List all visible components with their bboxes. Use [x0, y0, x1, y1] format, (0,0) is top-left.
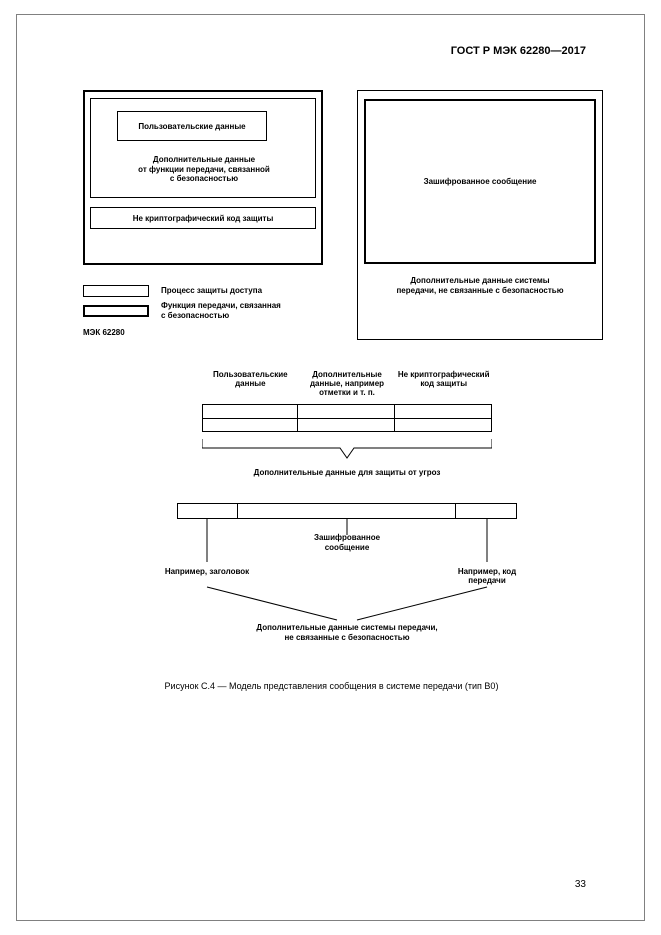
bot-bar-seg-center: [238, 504, 456, 518]
mid-header-3: Не криптографическийкод защиты: [395, 370, 492, 398]
legend: Процесс защиты доступа Функция передачи,…: [83, 285, 281, 337]
mid-header-1: Пользовательскиеданные: [202, 370, 299, 398]
right-outer-box: Зашифрованное сообщение Дополнительные д…: [357, 90, 603, 340]
brace-icon: [202, 436, 492, 466]
mid-headers: Пользовательскиеданные Дополнительныедан…: [202, 370, 492, 398]
bot-center-label: Зашифрованноесообщение: [177, 533, 517, 552]
right-caption: Дополнительные данные системыпередачи, н…: [364, 276, 596, 295]
non-crypt-code-box: Не криптографический код защиты: [90, 207, 316, 229]
left-outer-box: Пользовательские данные Дополнительные д…: [83, 90, 323, 265]
page-number: 33: [575, 879, 586, 890]
top-diagram: Пользовательские данные Дополнительные д…: [77, 85, 607, 365]
additional-data-label: Дополнительные данныеот функции передачи…: [105, 155, 303, 184]
figure-caption: Рисунок С.4 — Модель представления сообщ…: [17, 681, 646, 691]
page-frame: ГОСТ Р МЭК 62280—2017 Пользовательские д…: [16, 14, 645, 921]
user-data-row: Пользовательские данные: [105, 111, 303, 141]
legend-swatch-thick: [83, 305, 149, 317]
bot-right-label: Например, кодпередачи: [427, 567, 547, 585]
bot-caption: Дополнительные данные системы передачи,н…: [177, 623, 517, 642]
mid-diagram: Пользовательскиеданные Дополнительныедан…: [157, 370, 537, 515]
left-inner-box: Пользовательские данные Дополнительные д…: [90, 98, 316, 198]
legend-row-2: Функция передачи, связаннаяс безопасност…: [83, 301, 281, 320]
bot-bar-seg-left: [178, 504, 238, 518]
legend-label-1: Процесс защиты доступа: [161, 286, 262, 296]
bot-bar-seg-right: [456, 504, 516, 518]
bot-diagram: Зашифрованноесообщение Например, заголов…: [147, 503, 547, 683]
header-title: ГОСТ Р МЭК 62280—2017: [17, 45, 586, 57]
mid-hline: [202, 418, 492, 419]
mid-caption: Дополнительные данные для защиты от угро…: [202, 468, 492, 477]
bot-left-label: Например, заголовок: [147, 567, 267, 576]
user-data-box: Пользовательские данные: [117, 111, 267, 141]
legend-label-2: Функция передачи, связаннаяс безопасност…: [161, 301, 281, 320]
encrypted-msg-box: Зашифрованное сообщение: [364, 99, 596, 264]
legend-row-1: Процесс защиты доступа: [83, 285, 281, 297]
mid-header-2: Дополнительныеданные, напримеротметки и …: [299, 370, 396, 398]
legend-standard: МЭК 62280: [83, 328, 281, 337]
legend-swatch-thin: [83, 285, 149, 297]
